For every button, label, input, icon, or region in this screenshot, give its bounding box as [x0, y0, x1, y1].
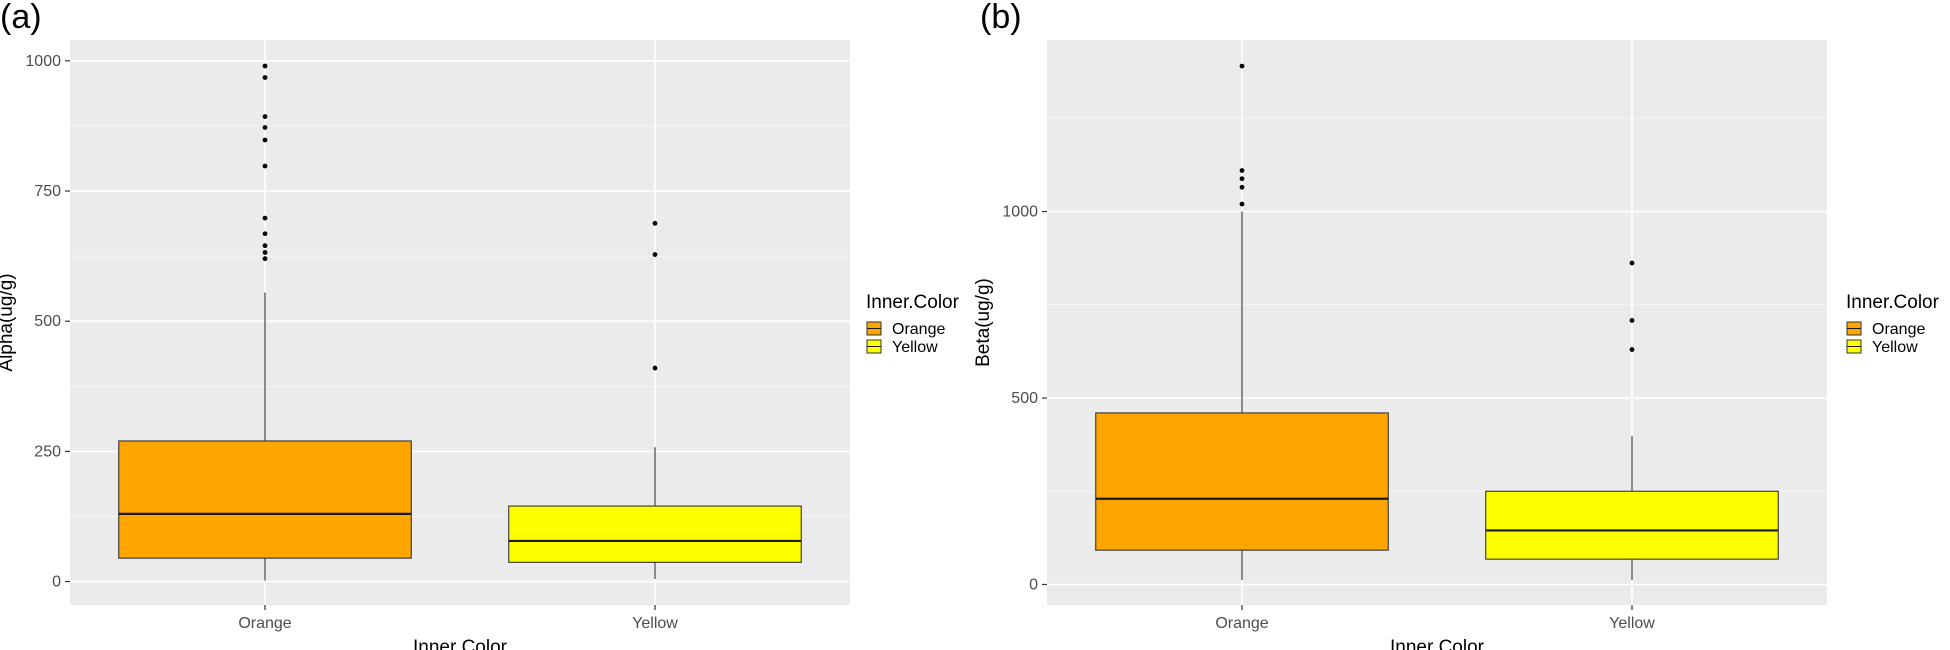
outlier-point: [652, 365, 658, 371]
legend-label: Yellow: [1872, 339, 1918, 356]
y-tick-label: 1000: [1002, 204, 1038, 221]
y-tick-label: 750: [34, 183, 61, 200]
outlier-point: [1629, 260, 1635, 266]
outlier-point: [262, 75, 268, 80]
outlier-point: [1239, 184, 1245, 190]
outlier-point: [1239, 201, 1245, 207]
legend-key-yellow: [866, 339, 882, 354]
legend-key-yellow: [1846, 339, 1862, 354]
iqr-box: [508, 505, 802, 563]
outlier-point: [1629, 318, 1635, 323]
outlier-point: [262, 114, 268, 119]
legend-key-orange: [1846, 321, 1862, 336]
iqr-box: [1485, 490, 1779, 560]
box-orange: [1095, 63, 1389, 581]
legend-label: Orange: [892, 321, 945, 338]
y-axis-title: Beta(ug/g): [973, 278, 994, 367]
outlier-point: [1239, 63, 1245, 69]
box-orange: [118, 63, 412, 581]
iqr-box: [1095, 412, 1389, 551]
outlier-point: [262, 250, 268, 255]
outlier-point: [262, 63, 268, 69]
outlier-point: [262, 137, 268, 143]
y-tick-label: 0: [1029, 576, 1038, 593]
outlier-point: [262, 125, 268, 130]
outlier-point: [1239, 176, 1245, 182]
x-tick-label: Yellow: [1609, 615, 1655, 632]
x-tick-label: Orange: [238, 615, 291, 632]
box-yellow: [1485, 260, 1779, 581]
outlier-point: [262, 231, 268, 237]
outlier-point: [262, 215, 268, 221]
outlier-point: [652, 220, 658, 226]
legend-key-orange: [866, 321, 882, 336]
outlier-point: [1629, 347, 1635, 352]
y-tick-label: 250: [34, 443, 61, 460]
y-tick-label: 500: [1011, 390, 1038, 407]
box-yellow: [508, 220, 802, 579]
panel-label: (a): [0, 0, 42, 36]
x-tick-label: Yellow: [632, 615, 678, 632]
y-tick-label: 500: [34, 313, 61, 330]
y-tick-label: 1000: [25, 53, 61, 70]
panel-label: (b): [980, 0, 1022, 36]
legend-title: Inner.Color: [1846, 292, 1940, 313]
iqr-box: [118, 440, 412, 559]
y-tick-label: 0: [52, 574, 61, 591]
x-axis-title: Inner Color: [413, 637, 508, 650]
outlier-point: [262, 163, 268, 169]
outlier-point: [1239, 168, 1245, 173]
outlier-point: [262, 243, 268, 249]
outlier-point: [652, 252, 658, 257]
legend-label: Yellow: [892, 339, 938, 356]
x-axis-title: Inner Color: [1390, 637, 1485, 650]
legend-label: Orange: [1872, 321, 1925, 338]
y-axis-title: Alpha(ug/g): [0, 273, 17, 371]
outlier-point: [262, 256, 268, 262]
legend-title: Inner.Color: [866, 292, 960, 313]
x-tick-label: Orange: [1215, 615, 1268, 632]
